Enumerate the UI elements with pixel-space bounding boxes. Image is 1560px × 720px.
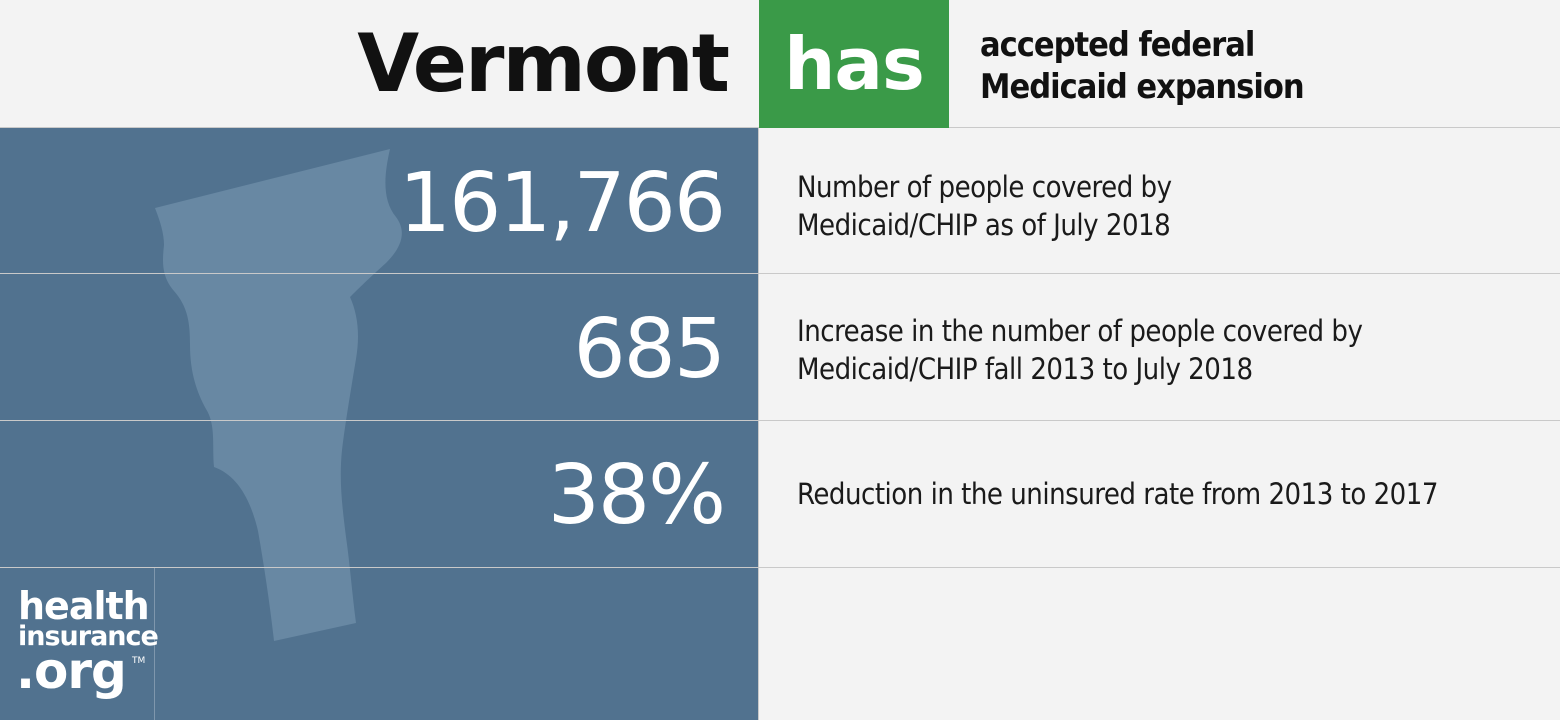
expansion-status-description: accepted federal Medicaid expansion	[980, 24, 1400, 108]
stat-label-increase: Increase in the number of people covered…	[797, 312, 1517, 388]
stat-label-line-2: Medicaid/CHIP fall 2013 to July 2018	[797, 352, 1253, 386]
stat-label-line-1: Number of people covered by	[797, 170, 1172, 204]
stat-label-uninsured-reduction: Reduction in the uninsured rate from 201…	[797, 475, 1517, 513]
logo-text-insurance: insurance	[18, 621, 159, 652]
healthinsurance-org-logo	[0, 568, 155, 720]
stat-label-line-1: Reduction in the uninsured rate from 201…	[797, 477, 1438, 511]
logo-text-org: .org	[16, 642, 127, 700]
status-description-line-1: accepted federal	[980, 25, 1255, 65]
expansion-status-word: has	[784, 22, 925, 106]
state-name: Vermont	[357, 17, 730, 110]
logo-text-health: health	[18, 584, 150, 628]
status-description-line-2: Medicaid expansion	[980, 67, 1305, 107]
row-divider	[0, 420, 1560, 421]
column-divider	[758, 128, 759, 720]
vermont-state-silhouette	[155, 149, 402, 641]
logo-trademark: TM	[132, 656, 146, 666]
stat-label-line-1: Increase in the number of people covered…	[797, 314, 1363, 348]
stat-label-line-2: Medicaid/CHIP as of July 2018	[797, 208, 1171, 242]
stat-value-uninsured-reduction: 38%	[547, 448, 726, 543]
stat-label-covered: Number of people covered by Medicaid/CHI…	[797, 168, 1517, 244]
stat-value-increase: 685	[573, 302, 726, 397]
header-bar: Vermont has accepted federal Medicaid ex…	[0, 0, 1560, 128]
row-divider	[0, 273, 1560, 274]
stats-labels-panel	[759, 128, 1560, 720]
row-divider	[0, 567, 1560, 568]
expansion-status-badge: has	[759, 0, 949, 128]
stat-value-covered: 161,766	[398, 156, 726, 251]
